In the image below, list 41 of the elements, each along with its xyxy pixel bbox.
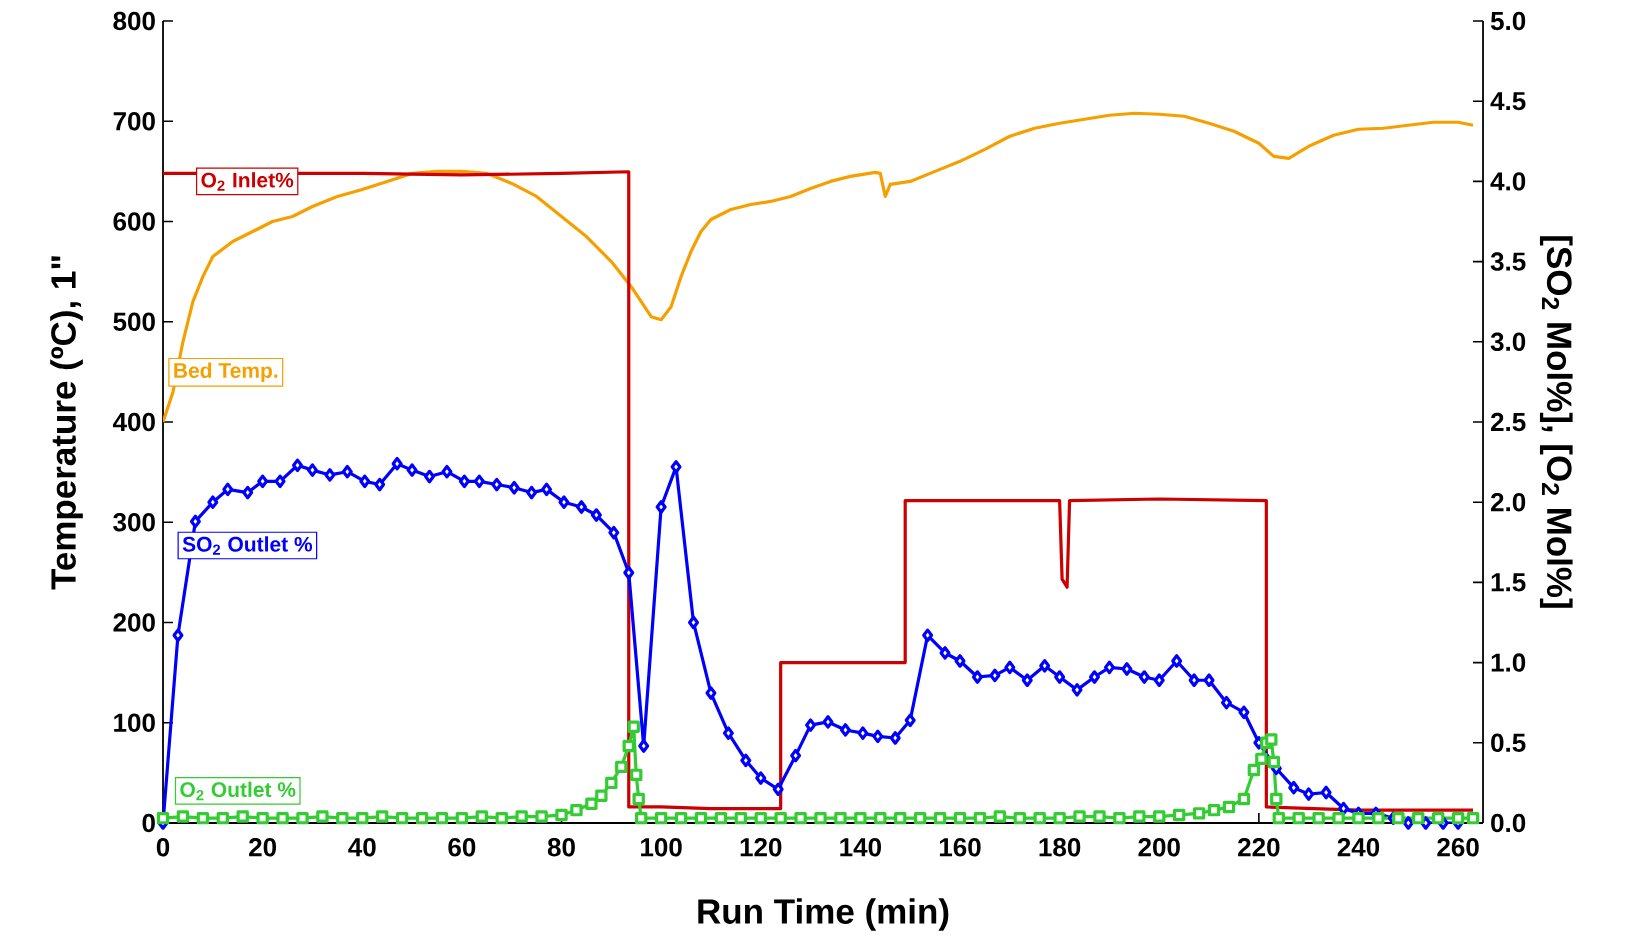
x-tick-label: 140 [840, 838, 881, 857]
x-tick-label: 80 [547, 838, 575, 857]
y-tick-label: 500 [113, 312, 155, 331]
x-tick-label: 180 [1039, 838, 1081, 857]
x-tick-label: 60 [448, 838, 476, 857]
x-tick-label: 100 [641, 838, 682, 857]
y2-tick-label: 2.5 [1490, 412, 1526, 432]
series-label: O$_{2}$ Outlet % [180, 781, 296, 801]
y2-tick-label: 3.5 [1490, 252, 1526, 271]
x-tick-label: 40 [348, 838, 376, 857]
x-tick-label: 240 [1337, 838, 1380, 857]
y2-tick-label: 0.5 [1491, 733, 1526, 752]
x-tick-label: 220 [1238, 838, 1280, 857]
y2-tick-label: 0.0 [1491, 813, 1526, 833]
y2-tick-label: 4.5 [1490, 92, 1526, 111]
y-tick-label: 600 [113, 212, 155, 231]
x-tick-label: 20 [249, 838, 277, 857]
y-tick-label: 700 [113, 112, 155, 131]
y-tick-label: 300 [113, 513, 155, 532]
y-tick-label: 400 [112, 412, 155, 432]
x-tick-label: 0 [156, 838, 170, 857]
y2-tick-label: 3.0 [1490, 332, 1526, 351]
y-tick-label: 100 [114, 713, 155, 732]
x-tick-label: 120 [740, 838, 782, 857]
y-tick-label: 0 [142, 813, 155, 833]
y2-axis-title: [SO$_{2}$ Mol%], [O$_{2}$ Mol%] [1539, 236, 1573, 608]
x-tick-label: 200 [1138, 838, 1180, 857]
x-tick-label: 260 [1437, 838, 1479, 857]
y2-tick-label: 2.0 [1490, 492, 1526, 512]
series-label: O$_{2}$ Inlet% [201, 172, 294, 191]
series-label: Bed Temp. [174, 362, 278, 383]
y-tick-label: 200 [113, 613, 155, 632]
y2-tick-label: 4.0 [1490, 172, 1526, 191]
x-axis-title: Run Time (min) [698, 898, 949, 931]
x-tick-label: 160 [939, 838, 981, 857]
y2-tick-label: 1.0 [1491, 653, 1526, 672]
y2-tick-label: 5.0 [1490, 11, 1526, 31]
y-axis-title: Temperature (ºC), 1" [50, 256, 83, 590]
series-label: SO$_{2}$ Outlet % [182, 536, 313, 555]
y2-tick-label: 1.5 [1491, 573, 1526, 592]
y-tick-label: 800 [113, 11, 155, 31]
